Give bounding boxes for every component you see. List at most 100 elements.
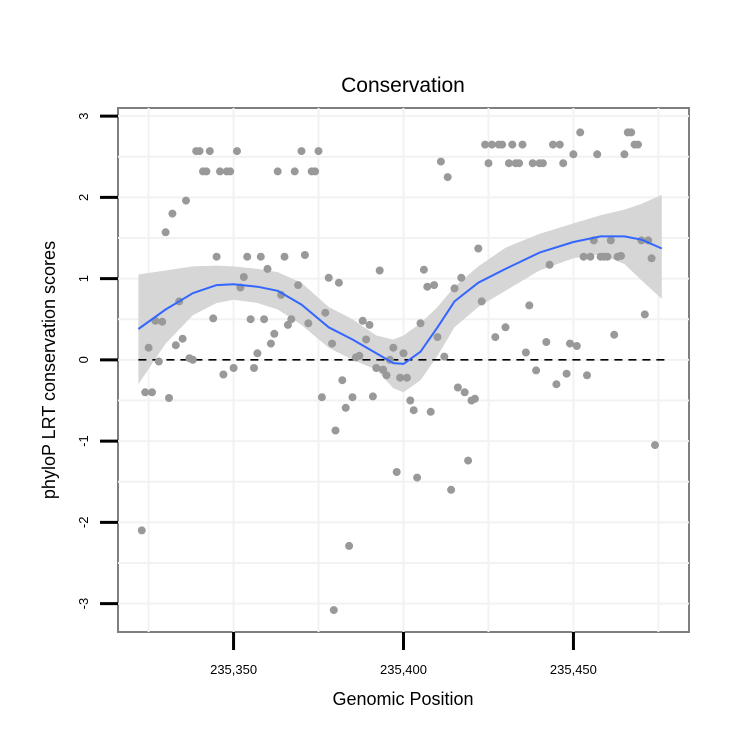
x-tick-label: 235,450 bbox=[550, 662, 597, 677]
data-point bbox=[229, 364, 238, 372]
data-point bbox=[515, 159, 524, 168]
data-point bbox=[168, 209, 177, 218]
data-point bbox=[253, 349, 262, 358]
data-point bbox=[144, 343, 153, 352]
data-point bbox=[508, 140, 517, 149]
data-point bbox=[165, 394, 173, 402]
y-tick-label: 1 bbox=[76, 275, 91, 282]
data-point bbox=[457, 273, 466, 282]
data-point bbox=[195, 147, 204, 156]
data-point bbox=[545, 260, 554, 269]
chart-title: Conservation bbox=[341, 74, 465, 97]
data-point bbox=[239, 273, 248, 281]
data-point bbox=[579, 252, 588, 261]
data-point bbox=[250, 364, 258, 372]
data-point bbox=[436, 157, 445, 166]
data-point bbox=[413, 473, 422, 482]
data-point bbox=[538, 159, 547, 168]
data-point bbox=[606, 236, 615, 245]
data-point bbox=[477, 297, 486, 306]
x-tick-label: 235,400 bbox=[380, 662, 427, 677]
data-point bbox=[426, 407, 435, 416]
data-point bbox=[593, 150, 602, 159]
data-point bbox=[368, 392, 377, 401]
data-point bbox=[287, 315, 296, 324]
data-point bbox=[396, 373, 405, 382]
data-point bbox=[586, 252, 595, 261]
data-point bbox=[576, 128, 585, 137]
data-point bbox=[453, 383, 462, 392]
data-point bbox=[355, 351, 364, 360]
data-point bbox=[297, 147, 306, 156]
data-point bbox=[205, 147, 214, 156]
y-axis-title: phyloP LRT conservation scores bbox=[39, 241, 59, 499]
data-point bbox=[317, 393, 326, 402]
data-point bbox=[528, 159, 537, 168]
data-point bbox=[226, 167, 235, 176]
data-point bbox=[341, 403, 350, 412]
data-point bbox=[406, 396, 415, 405]
data-point bbox=[188, 355, 197, 364]
data-point bbox=[627, 128, 636, 137]
data-point bbox=[329, 606, 338, 615]
data-point bbox=[559, 159, 568, 168]
data-point bbox=[209, 314, 218, 323]
data-point bbox=[481, 140, 490, 149]
x-tick-label: 235,350 bbox=[210, 662, 257, 677]
data-point bbox=[171, 341, 180, 350]
data-point bbox=[304, 319, 313, 328]
data-point bbox=[433, 333, 442, 342]
data-point bbox=[161, 228, 170, 237]
y-tick-label: 2 bbox=[76, 194, 91, 201]
data-point bbox=[504, 159, 513, 168]
data-point bbox=[491, 333, 500, 342]
data-point bbox=[294, 281, 303, 290]
data-point bbox=[419, 265, 428, 274]
data-point bbox=[416, 319, 425, 328]
data-point bbox=[141, 388, 150, 397]
data-point bbox=[647, 254, 656, 263]
data-point bbox=[392, 468, 401, 476]
data-point bbox=[154, 357, 163, 366]
data-point bbox=[263, 264, 272, 273]
data-point bbox=[338, 376, 347, 385]
data-point bbox=[484, 159, 493, 168]
y-tick-label: -3 bbox=[76, 598, 91, 610]
data-point bbox=[450, 284, 459, 293]
data-point bbox=[409, 406, 418, 415]
data-point bbox=[498, 140, 507, 149]
data-point bbox=[375, 266, 384, 275]
data-point bbox=[562, 369, 571, 378]
data-point bbox=[569, 150, 578, 159]
data-point bbox=[402, 373, 411, 382]
data-point bbox=[158, 317, 167, 326]
data-point bbox=[532, 366, 541, 375]
data-point bbox=[518, 140, 527, 149]
data-point bbox=[487, 140, 496, 149]
data-point bbox=[216, 167, 224, 176]
data-point bbox=[542, 338, 551, 346]
data-point bbox=[501, 323, 510, 332]
data-point bbox=[182, 196, 190, 205]
data-point bbox=[603, 252, 612, 261]
data-point bbox=[331, 426, 340, 435]
data-point bbox=[640, 310, 649, 319]
data-point bbox=[634, 140, 642, 149]
data-point bbox=[521, 348, 530, 357]
data-point bbox=[260, 315, 269, 324]
data-point bbox=[178, 334, 187, 343]
data-point bbox=[270, 329, 279, 338]
data-point bbox=[362, 335, 371, 344]
points-group bbox=[137, 128, 659, 615]
data-point bbox=[464, 456, 473, 465]
data-point bbox=[555, 140, 564, 149]
smooth-line bbox=[137, 235, 663, 365]
data-point bbox=[324, 273, 333, 282]
data-point bbox=[243, 252, 252, 261]
data-point bbox=[148, 388, 156, 397]
data-point bbox=[447, 485, 456, 494]
data-point bbox=[266, 339, 275, 348]
data-point bbox=[583, 371, 591, 380]
data-point bbox=[246, 315, 255, 324]
data-point bbox=[460, 388, 469, 397]
